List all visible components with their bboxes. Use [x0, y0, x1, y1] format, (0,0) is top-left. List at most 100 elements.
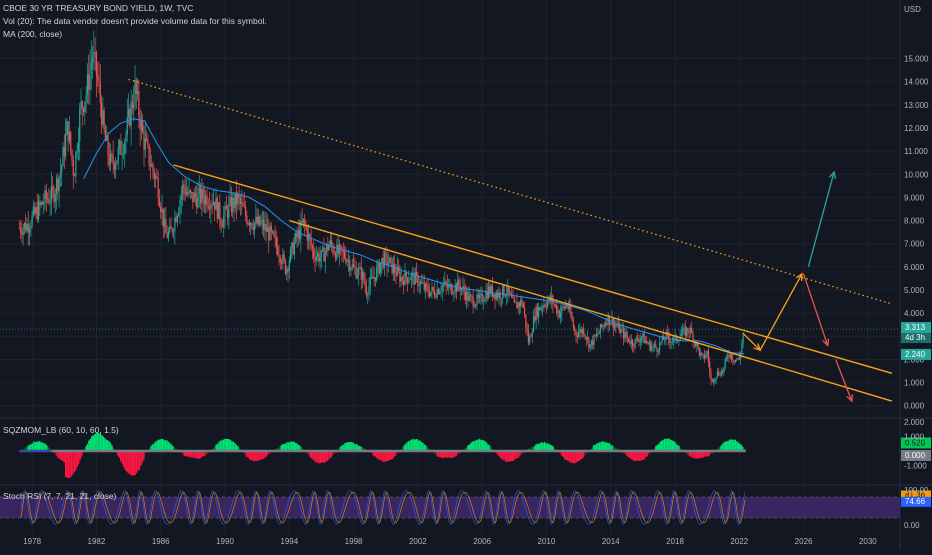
- candle-body: [671, 342, 672, 343]
- candle-body: [623, 329, 624, 339]
- candle-body: [146, 139, 147, 141]
- sqzmom-bar: [668, 438, 669, 451]
- candle-body: [590, 344, 591, 348]
- candle-body: [226, 206, 227, 209]
- candle-body: [272, 231, 273, 232]
- candle-body: [471, 296, 472, 297]
- candle-body: [431, 287, 432, 291]
- stoch-tick-label: 0.00: [904, 521, 920, 530]
- candle-body: [187, 192, 188, 194]
- sqzmom-bar: [90, 439, 91, 451]
- time-tick-label: 2022: [730, 537, 748, 546]
- price-tick-label: 4.000: [904, 309, 925, 318]
- candle-body: [59, 177, 60, 191]
- candle-body: [385, 253, 386, 255]
- candle-body: [627, 337, 628, 338]
- candle-body: [248, 223, 249, 224]
- sqzmom-bar: [88, 441, 89, 451]
- candle-body: [632, 340, 633, 346]
- candle-body: [530, 337, 531, 338]
- candle-body: [143, 132, 144, 149]
- stoch-tick-label: 100.00: [904, 486, 929, 495]
- candle-body: [83, 108, 84, 112]
- time-tick-label: 2026: [795, 537, 813, 546]
- candle-body: [497, 293, 498, 297]
- candle-body: [689, 332, 690, 333]
- candle-body: [489, 286, 490, 294]
- time-tick-label: 2014: [602, 537, 620, 546]
- candle-body: [487, 292, 488, 299]
- candle-body: [677, 341, 678, 342]
- candle-body: [650, 342, 651, 350]
- candle-body: [512, 297, 513, 298]
- candle-body: [714, 380, 715, 382]
- candle-body: [97, 76, 98, 79]
- candle-body: [575, 331, 576, 336]
- ma-legend[interactable]: MA (200, close): [3, 29, 62, 40]
- candle-body: [617, 325, 618, 326]
- candle-body: [455, 284, 456, 292]
- sqzmom-bar: [142, 451, 143, 463]
- candle-body: [119, 141, 120, 148]
- sqzmom-bar: [606, 443, 607, 451]
- candle-body: [392, 258, 393, 273]
- candle-body: [356, 268, 357, 278]
- sqzmom-bar: [574, 451, 575, 463]
- candle-body: [273, 231, 274, 235]
- candle-body: [249, 223, 250, 226]
- candle-body: [304, 219, 305, 225]
- candle-body: [581, 329, 582, 333]
- candle-body: [420, 282, 421, 286]
- sqzmom-bar: [483, 440, 484, 451]
- candle-body: [572, 316, 573, 321]
- candle-body: [435, 296, 436, 297]
- candle-body: [52, 186, 53, 190]
- price-tick-label: 12.000: [904, 124, 929, 133]
- candle-body: [367, 295, 368, 296]
- symbol-title[interactable]: CBOE 30 YR TREASURY BOND YIELD, 1W, TVC: [3, 3, 193, 14]
- sqzmom-bar: [286, 442, 287, 451]
- sqzmom-bar: [38, 442, 39, 451]
- sqzmom-bar: [723, 443, 724, 451]
- candle-body: [376, 267, 377, 280]
- sqzmom-bar: [415, 439, 416, 451]
- candle-body: [591, 340, 592, 344]
- candle-body: [204, 199, 205, 204]
- sqzmom-bar: [544, 442, 545, 451]
- candle-body: [556, 305, 557, 313]
- candle-body: [681, 334, 682, 337]
- candle-body: [322, 247, 323, 250]
- sqzmom-bar: [93, 435, 94, 451]
- sqzmom-bar: [644, 451, 645, 459]
- candle-body: [224, 206, 225, 216]
- candle-body: [167, 233, 168, 238]
- candle-body: [469, 296, 470, 301]
- candle-body: [345, 258, 346, 263]
- sqzmom-legend[interactable]: SQZMOM_LB (60, 10, 60, 1.5): [3, 425, 119, 436]
- candle-body: [138, 91, 139, 116]
- sqzmom-bar: [379, 451, 380, 460]
- volume-legend[interactable]: Vol (20): The data vendor doesn't provid…: [3, 16, 267, 27]
- candle-body: [311, 239, 312, 246]
- candle-body: [449, 284, 450, 285]
- sqzmom-bar: [417, 439, 418, 451]
- candle-body: [516, 302, 517, 308]
- candle-body: [154, 171, 155, 178]
- candle-body: [101, 103, 102, 125]
- candle-body: [47, 199, 48, 200]
- candle-body: [736, 359, 737, 360]
- candle-body: [655, 344, 656, 347]
- candle-body: [586, 337, 587, 339]
- candle-body: [25, 223, 26, 231]
- candle-body: [624, 332, 625, 338]
- candle-body: [393, 264, 394, 273]
- candle-body: [208, 206, 209, 207]
- sqzmom-bar: [377, 451, 378, 459]
- sqzmom-bar: [291, 441, 292, 451]
- candle-body: [519, 303, 520, 306]
- sqzmom-bar: [140, 451, 141, 466]
- stoch-rsi-legend[interactable]: Stoch RSI (7, 7, 21, 21, close): [3, 491, 116, 502]
- candle-body: [629, 342, 630, 344]
- candle-body: [172, 229, 173, 233]
